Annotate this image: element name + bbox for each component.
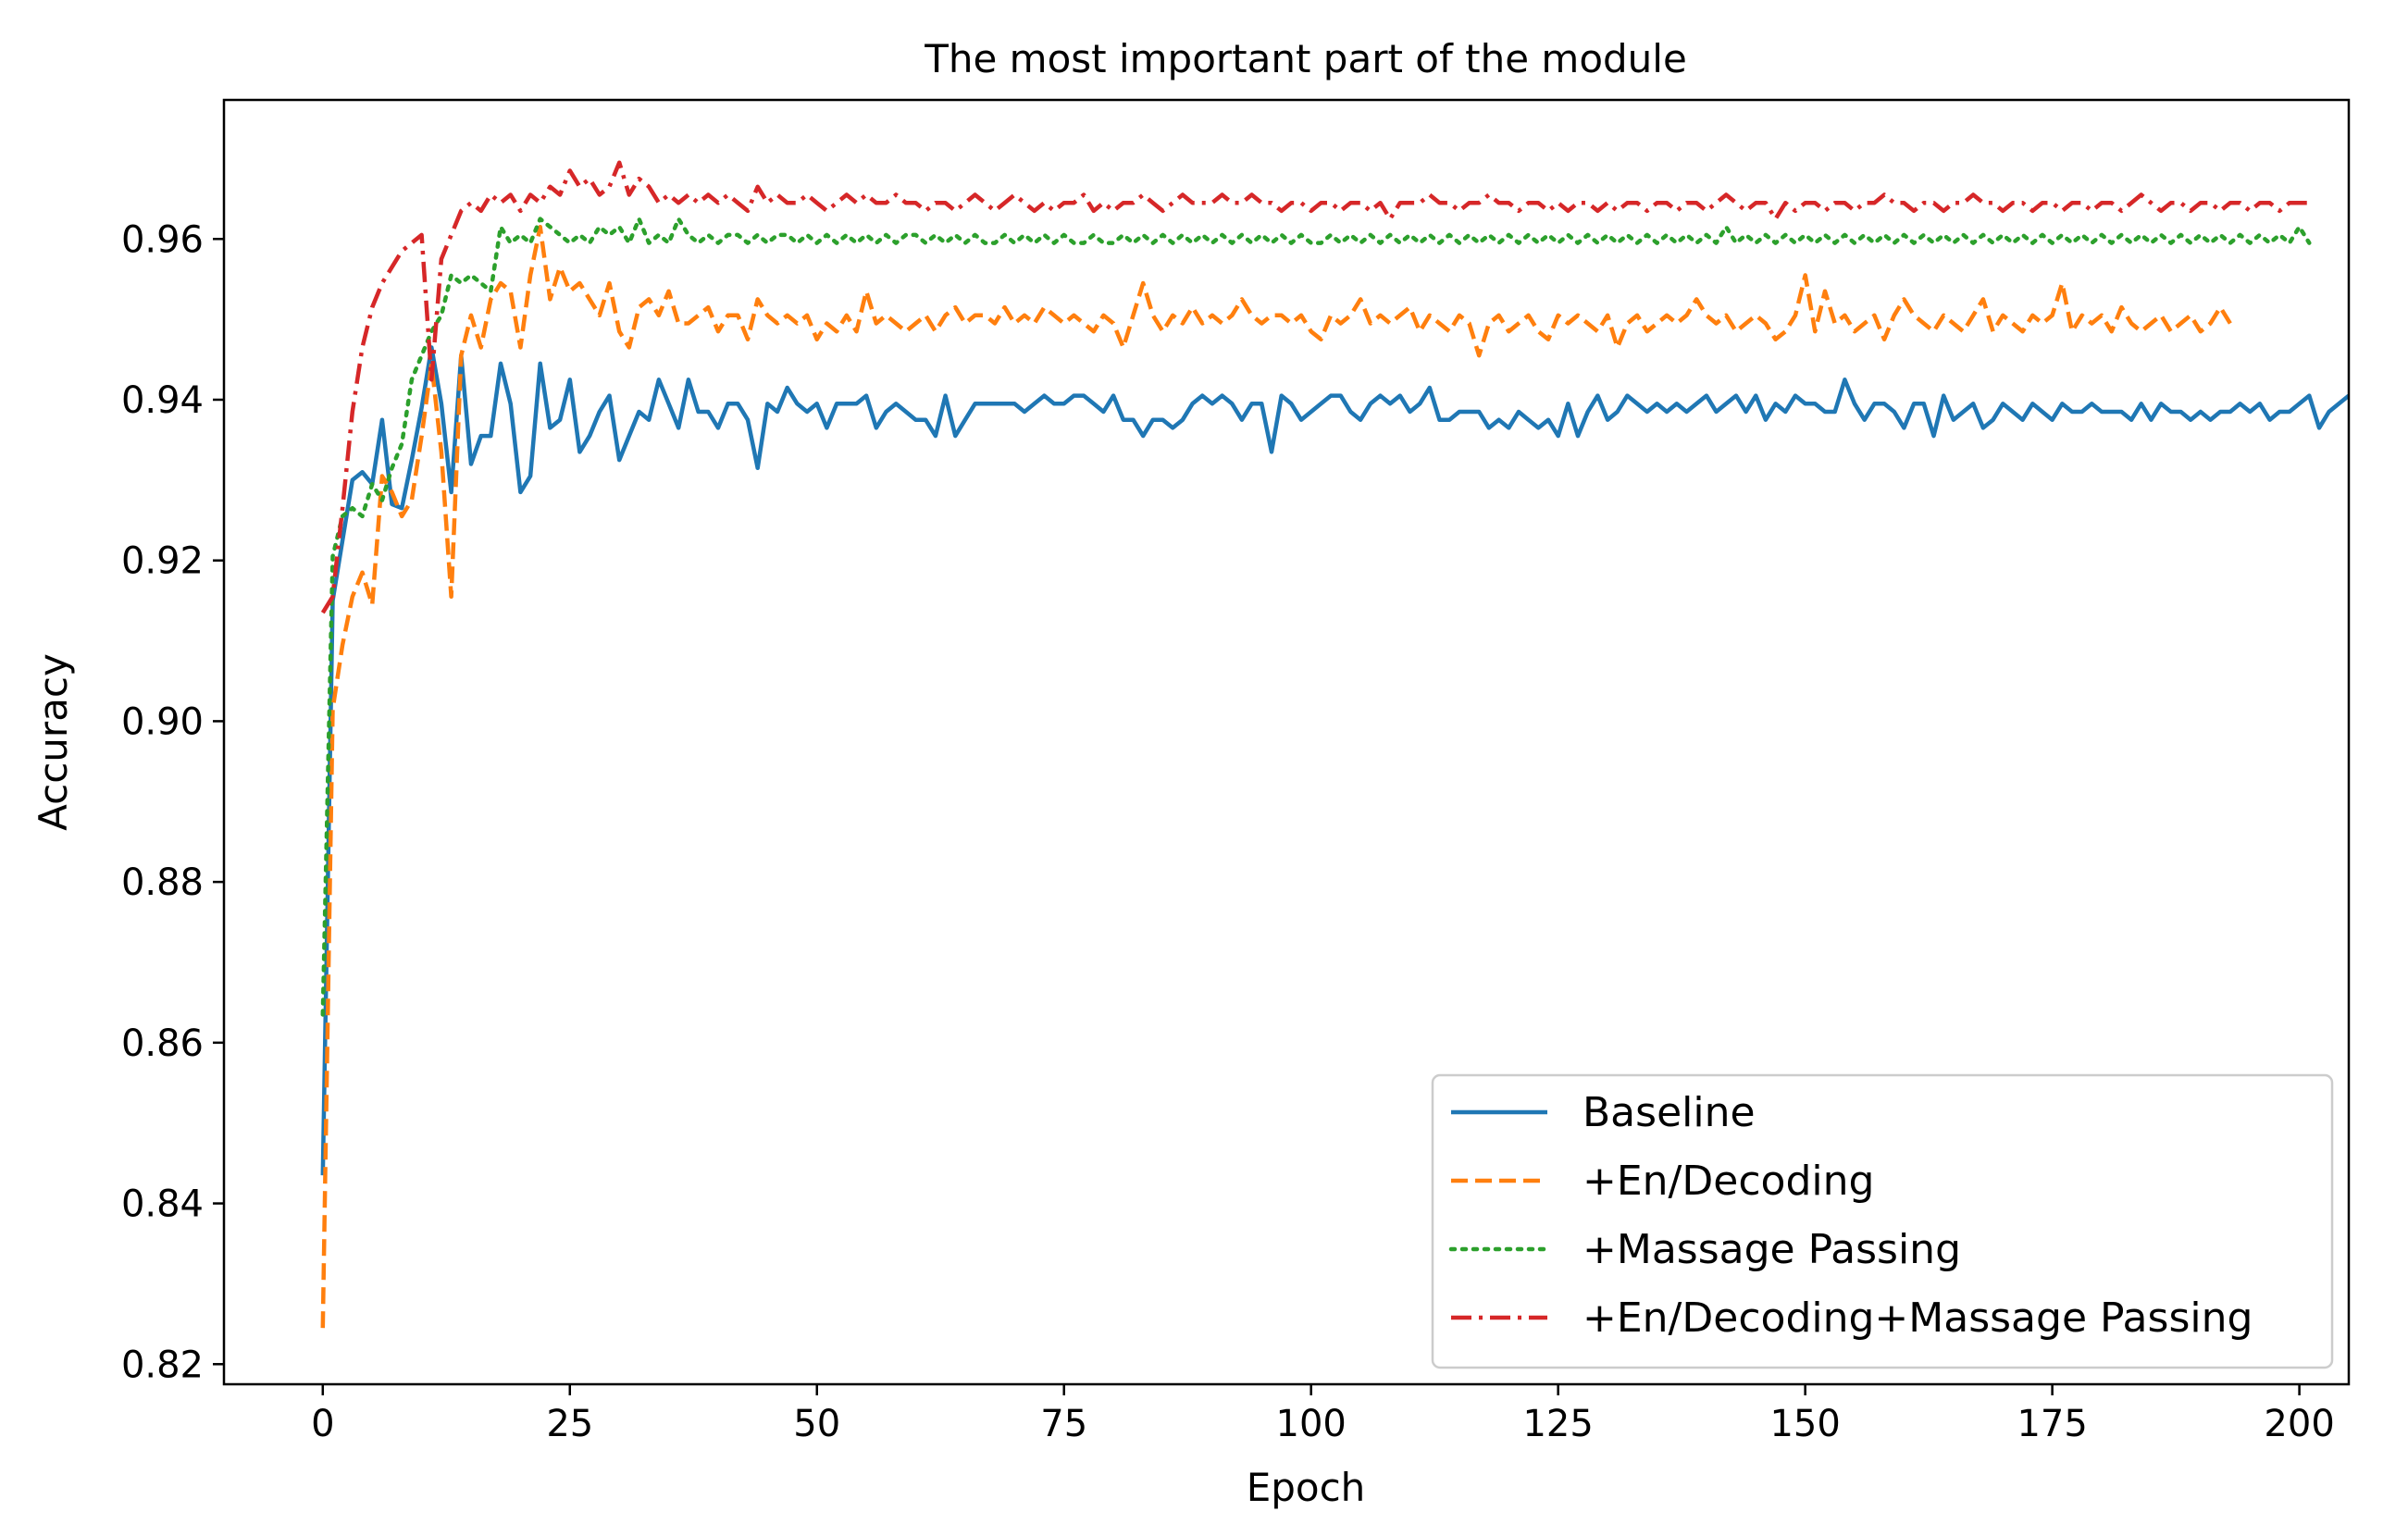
y-tick-label: 0.94 bbox=[121, 379, 204, 422]
x-tick-label: 150 bbox=[1769, 1403, 1840, 1445]
legend-box bbox=[1431, 1073, 2334, 1369]
legend-label-0: Baseline bbox=[1583, 1089, 1756, 1136]
legend-label-2: +Massage Passing bbox=[1583, 1226, 1961, 1273]
y-tick-label: 0.96 bbox=[121, 218, 204, 261]
y-axis: 0.82 0.84 0.86 0.88 0.90 0.92 0.94 0.96 bbox=[121, 218, 224, 1386]
x-axis-label: Epoch bbox=[1247, 1465, 1366, 1510]
x-axis: 0 25 50 75 100 125 150 175 200 bbox=[311, 1384, 2335, 1445]
y-tick-label: 0.86 bbox=[121, 1022, 204, 1065]
x-tick-label: 75 bbox=[1040, 1403, 1087, 1445]
legend: Baseline+En/Decoding+Massage Passing+En/… bbox=[1431, 1073, 2334, 1369]
y-tick-label: 0.82 bbox=[121, 1344, 204, 1386]
x-tick-label: 200 bbox=[2264, 1403, 2334, 1445]
y-tick-label: 0.88 bbox=[121, 861, 204, 904]
x-tick-label: 50 bbox=[793, 1403, 840, 1445]
series-line-3 bbox=[320, 160, 2310, 614]
plot-frame bbox=[222, 98, 2351, 1386]
series-line-2 bbox=[320, 217, 2312, 1017]
y-tick-label: 0.92 bbox=[121, 540, 204, 583]
legend-label-1: +En/Decoding bbox=[1583, 1158, 1874, 1205]
y-tick-label: 0.84 bbox=[121, 1183, 204, 1226]
x-tick-label: 25 bbox=[546, 1403, 593, 1445]
legend-label-3: +En/Decoding+Massage Passing bbox=[1583, 1294, 2253, 1342]
x-tick-label: 0 bbox=[311, 1403, 334, 1445]
x-tick-label: 125 bbox=[1522, 1403, 1593, 1445]
series-line-1 bbox=[320, 224, 2232, 1329]
plot-lines bbox=[320, 160, 2349, 1329]
x-tick-label: 100 bbox=[1276, 1403, 1347, 1445]
y-axis-label: Accuracy bbox=[31, 653, 76, 831]
chart-title: The most important part of the module bbox=[924, 36, 1687, 81]
x-tick-label: 175 bbox=[2017, 1403, 2087, 1445]
y-tick-label: 0.90 bbox=[121, 700, 204, 743]
series-line-0 bbox=[320, 345, 2349, 1176]
